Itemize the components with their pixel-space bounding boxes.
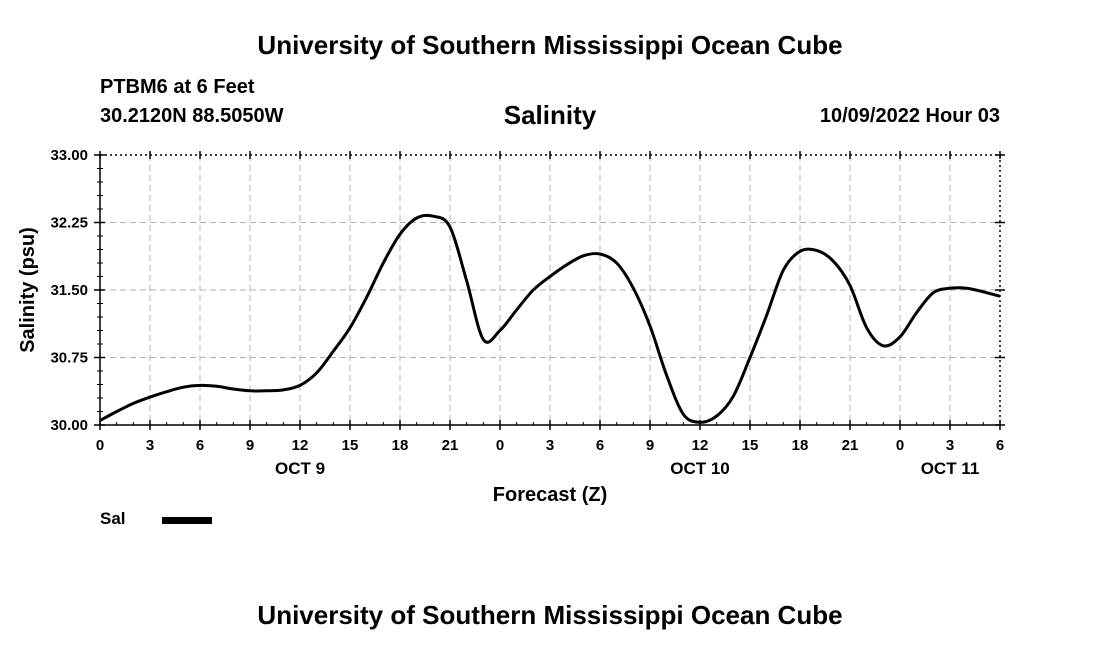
x-tick-label: 15 (742, 437, 759, 454)
x-tick-label: 18 (792, 437, 809, 454)
x-tick-label: 15 (342, 437, 359, 454)
legend-label: Sal (100, 509, 126, 528)
x-tick-label: 9 (646, 437, 654, 454)
y-tick-label: 30.00 (50, 417, 88, 434)
forecast-timestamp: 10/09/2022 Hour 03 (819, 105, 1000, 127)
x-tick-label: 0 (496, 437, 504, 454)
x-axis-label: Forecast (Z) (493, 484, 607, 506)
x-tick-label: 21 (442, 437, 459, 454)
x-tick-label: 0 (896, 437, 904, 454)
y-tick-label: 32.25 (50, 215, 88, 232)
station-label: PTBM6 at 6 Feet (100, 76, 255, 98)
x-tick-label: 6 (996, 437, 1004, 454)
x-tick-label: 3 (546, 437, 554, 454)
x-tick-label: 12 (292, 437, 309, 454)
station-coordinates: 30.2120N 88.5050W (100, 105, 284, 127)
x-tick-label: 3 (146, 437, 154, 454)
day-label: OCT 11 (921, 459, 980, 478)
y-tick-label: 33.00 (50, 147, 88, 164)
day-label: OCT 9 (275, 459, 325, 478)
x-tick-label: 21 (842, 437, 859, 454)
x-tick-label: 0 (96, 437, 104, 454)
x-tick-label: 6 (196, 437, 204, 454)
x-tick-label: 6 (596, 437, 604, 454)
page-title-bottom: University of Southern Mississippi Ocean… (257, 600, 843, 630)
x-tick-label: 9 (246, 437, 254, 454)
y-axis-label: Salinity (psu) (17, 227, 39, 353)
page-title-top: University of Southern Mississippi Ocean… (257, 30, 843, 60)
chart-title: Salinity (503, 100, 597, 130)
y-tick-label: 31.50 (50, 282, 88, 299)
salinity-series-line (99, 213, 1001, 424)
legend-swatch (162, 517, 212, 524)
x-tick-label: 3 (946, 437, 954, 454)
x-tick-label: 18 (392, 437, 409, 454)
y-tick-label: 30.75 (50, 350, 88, 367)
x-tick-label: 12 (692, 437, 709, 454)
day-label: OCT 10 (670, 459, 730, 478)
